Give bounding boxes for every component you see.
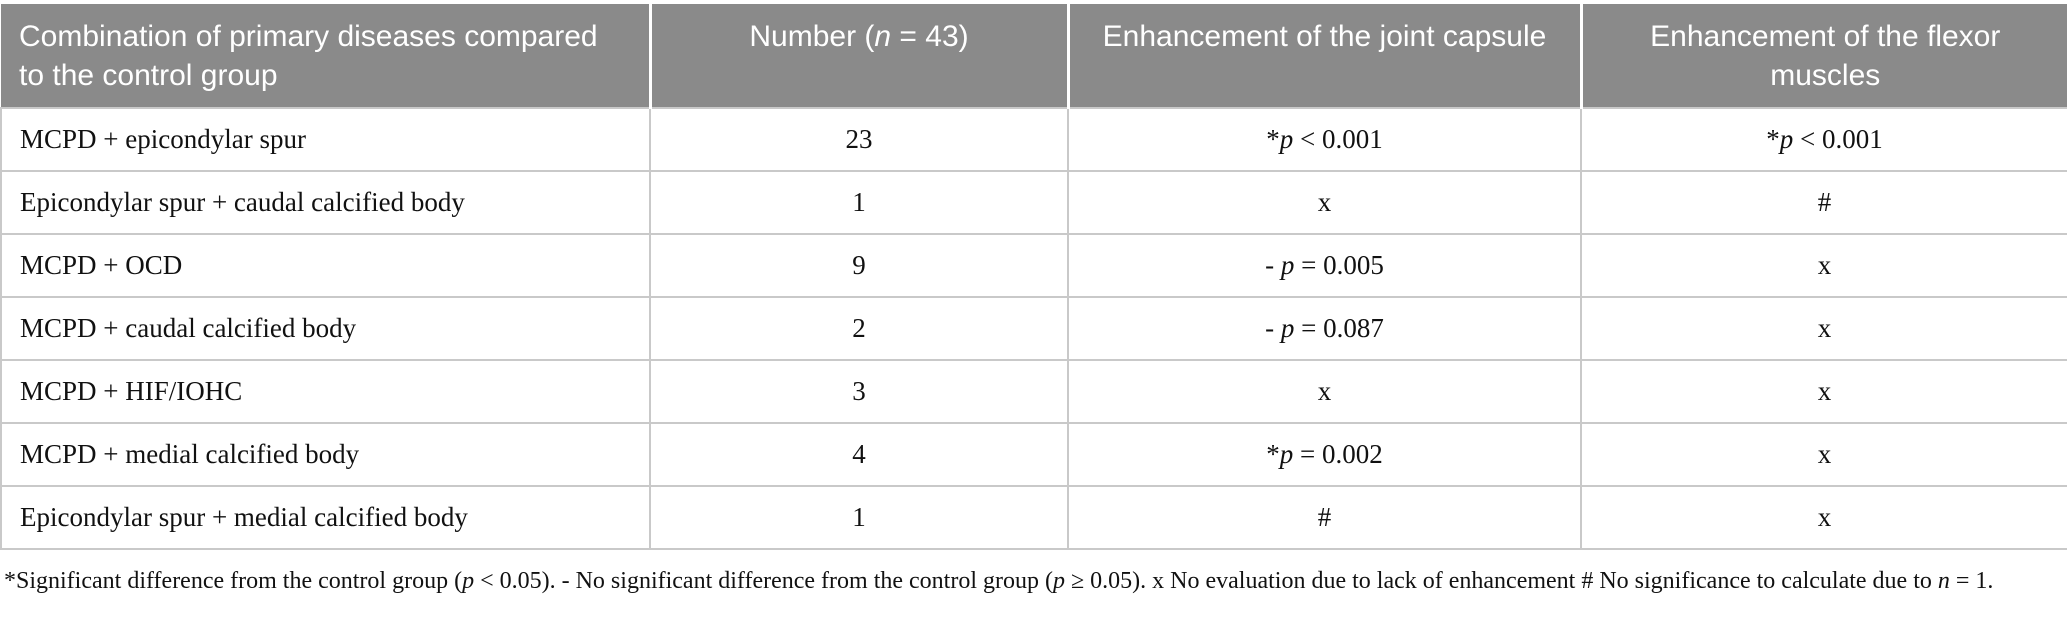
table-body: MCPD + epicondylar spur 23 *p < 0.001 *p… [0, 107, 2067, 550]
flexor-muscles-cell: # [1580, 170, 2067, 235]
flexor-muscles-cell: x [1580, 485, 2067, 550]
flexor-muscles-cell: x [1580, 296, 2067, 361]
stat-post: < 0.001 [1793, 124, 1883, 154]
joint-capsule-cell: # [1067, 485, 1582, 550]
disease-cell: Epicondylar spur + caudal calcified body [0, 170, 651, 235]
joint-capsule-cell: x [1067, 359, 1582, 424]
col-header-number: Number (n = 43) [648, 4, 1068, 108]
stat-pre: x [1817, 250, 1832, 280]
flexor-muscles-cell: x [1580, 422, 2067, 487]
footnote-text: < 0.05). - No significant difference fro… [474, 568, 1053, 594]
footnote-p-italic: p [1053, 568, 1065, 594]
disease-cell: MCPD + caudal calcified body [0, 296, 651, 361]
disease-cell: MCPD + HIF/IOHC [0, 359, 651, 424]
stat-pre: * [1266, 439, 1280, 469]
table-row: MCPD + OCD 9 - p = 0.005 x [0, 233, 2067, 298]
number-cell: 3 [649, 359, 1069, 424]
stat-pre: x [1817, 313, 1832, 343]
flexor-muscles-cell: x [1580, 359, 2067, 424]
number-cell: 1 [649, 485, 1069, 550]
disease-cell: MCPD + OCD [0, 233, 651, 298]
stat-post: = 0.087 [1294, 313, 1384, 343]
disease-cell: MCPD + epicondylar spur [0, 107, 651, 172]
table-row: MCPD + HIF/IOHC 3 x x [0, 359, 2067, 424]
joint-capsule-cell: *p = 0.002 [1067, 422, 1582, 487]
stat-pre: # [1317, 502, 1332, 532]
joint-capsule-cell: - p = 0.087 [1067, 296, 1582, 361]
col-header-combination: Combination of primary diseases compared… [1, 4, 650, 108]
table-row: MCPD + epicondylar spur 23 *p < 0.001 *p… [0, 107, 2067, 172]
header-number-pre: Number ( [749, 20, 875, 53]
col-header-flexor-muscles: Enhancement of the flexor muscles [1579, 4, 2067, 108]
table-footnote: *Significant difference from the control… [0, 550, 2067, 600]
disease-cell: Epicondylar spur + medial calcified body [0, 485, 651, 550]
header-number-n: n [874, 20, 892, 53]
stat-pre: - [1265, 313, 1281, 343]
footnote-text: = 1. [1949, 568, 1994, 594]
footnote-text: *Significant difference from the control… [4, 568, 463, 594]
stat-pre: x [1817, 376, 1832, 406]
stat-p: p [1779, 124, 1794, 154]
joint-capsule-cell: - p = 0.005 [1067, 233, 1582, 298]
col-header-joint-capsule: Enhancement of the joint capsule [1066, 4, 1581, 108]
stat-post: = 0.002 [1293, 439, 1383, 469]
table-row: Epicondylar spur + caudal calcified body… [0, 170, 2067, 235]
header-number-post: = 43) [891, 20, 969, 53]
number-cell: 4 [649, 422, 1069, 487]
table-row: Epicondylar spur + medial calcified body… [0, 485, 2067, 550]
table-row: MCPD + caudal calcified body 2 - p = 0.0… [0, 296, 2067, 361]
stat-pre: x [1817, 502, 1832, 532]
number-cell: 9 [649, 233, 1069, 298]
stat-pre: * [1766, 124, 1780, 154]
joint-capsule-cell: x [1067, 170, 1582, 235]
results-table: Combination of primary diseases compared… [0, 4, 2067, 550]
stat-p: p [1280, 313, 1295, 343]
disease-cell: MCPD + medial calcified body [0, 422, 651, 487]
stat-pre: * [1266, 124, 1280, 154]
stat-p: p [1279, 124, 1294, 154]
number-cell: 2 [649, 296, 1069, 361]
header-row: Combination of primary diseases compared… [1, 4, 2067, 108]
footnote-p-italic: p [462, 568, 475, 594]
table-header: Combination of primary diseases compared… [1, 4, 2067, 108]
number-cell: 23 [649, 107, 1069, 172]
stat-p: p [1279, 439, 1294, 469]
stat-pre: - [1265, 250, 1281, 280]
flexor-muscles-cell: *p < 0.001 [1580, 107, 2067, 172]
footnote-n-italic: n [1937, 568, 1950, 594]
stat-pre: x [1317, 187, 1332, 217]
flexor-muscles-cell: x [1580, 233, 2067, 298]
table-row: MCPD + medial calcified body 4 *p = 0.00… [0, 422, 2067, 487]
stat-p: p [1280, 250, 1295, 280]
footnote-text: ≥ 0.05). x No evaluation due to lack of … [1065, 568, 1938, 594]
stat-post: = 0.005 [1294, 250, 1384, 280]
page: Combination of primary diseases compared… [0, 4, 2067, 600]
joint-capsule-cell: *p < 0.001 [1067, 107, 1582, 172]
stat-pre: # [1817, 187, 1832, 217]
stat-pre: x [1817, 439, 1832, 469]
stat-post: < 0.001 [1293, 124, 1383, 154]
stat-pre: x [1317, 376, 1332, 406]
number-cell: 1 [649, 170, 1069, 235]
